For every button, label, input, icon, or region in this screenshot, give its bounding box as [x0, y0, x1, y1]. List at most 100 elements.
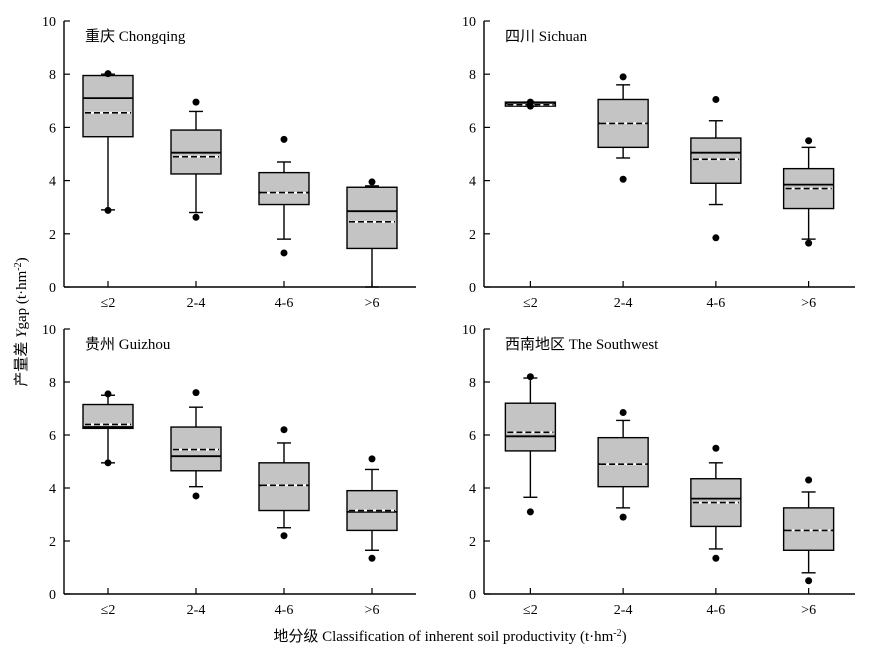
- outlier-point: [712, 554, 720, 562]
- y-tick-label: 4: [49, 175, 56, 190]
- y-axis-title-italic: Y: [14, 328, 30, 338]
- y-tick-label: 2: [469, 535, 476, 550]
- y-tick-label: 10: [42, 323, 56, 338]
- box-1: [82, 70, 134, 214]
- x-axis-title: 地分级 Classification of inherent soil prod…: [273, 628, 626, 646]
- box-2: [597, 73, 649, 183]
- y-tick-label: 8: [469, 68, 476, 83]
- panel-4: 0 2 4 6 8 10 ≤2 2-4 4-6 >6 西南地区 The Southwest: [462, 323, 855, 618]
- y-tick-label: 8: [469, 376, 476, 391]
- outlier-point: [104, 390, 112, 398]
- y-tick-label: 8: [49, 68, 56, 83]
- outlier-point: [805, 137, 813, 145]
- outlier-point: [619, 73, 627, 81]
- y-tick-label: 8: [49, 376, 56, 391]
- panel-title: 重庆 Chongqing: [85, 28, 186, 45]
- x-tick-label: ≤2: [101, 603, 116, 618]
- y-tick-label: 2: [469, 228, 476, 243]
- outlier-point: [805, 577, 813, 585]
- x-tick-label: ≤2: [101, 296, 116, 311]
- outlier-point: [805, 476, 813, 484]
- y-tick-label: 10: [462, 323, 476, 338]
- y-tick-label: 2: [49, 228, 56, 243]
- outlier-point: [192, 389, 200, 397]
- x-axis-title-main: 地分级 Classification of inherent soil prod…: [273, 628, 613, 645]
- y-tick-label: 0: [49, 588, 56, 603]
- x-tick-label: >6: [801, 296, 816, 311]
- box-4: [346, 455, 398, 562]
- outlier-point: [104, 70, 112, 78]
- outlier-point: [619, 408, 627, 416]
- outlier-point: [280, 135, 288, 143]
- x-tick-label: 4-6: [707, 296, 726, 311]
- outlier-point: [526, 373, 534, 381]
- x-tick-label: 2-4: [614, 603, 633, 618]
- x-axis-title-suffix: ): [622, 629, 627, 645]
- panels-group: 0 2 4 6 8 10 ≤2 2-4 4-6 >6 重庆 Chongqing 0 2 4 6 8 10 ≤2 2-…: [42, 15, 855, 618]
- box-body: [82, 74, 134, 138]
- outlier-point: [104, 459, 112, 467]
- box-3: [690, 95, 742, 242]
- outlier-point: [104, 206, 112, 214]
- y-tick-label: 4: [469, 482, 476, 497]
- y-tick-label: 6: [469, 429, 476, 444]
- box-4: [782, 476, 835, 585]
- y-tick-label: 0: [469, 281, 476, 296]
- box-body: [504, 402, 557, 452]
- outlier-point: [368, 455, 376, 463]
- y-axis-title: 产量差 Ygap (t·hm-2): [13, 257, 31, 386]
- box-body: [597, 436, 649, 488]
- box-body: [346, 186, 398, 250]
- box-4: [782, 137, 835, 247]
- x-tick-label: ≤2: [523, 296, 538, 311]
- outlier-point: [192, 492, 200, 500]
- panel-title: 四川 Sichuan: [505, 29, 588, 45]
- outlier-point: [280, 426, 288, 434]
- outlier-point: [712, 444, 720, 452]
- outlier-point: [619, 513, 627, 521]
- outlier-point: [712, 234, 720, 242]
- outlier-point: [805, 239, 813, 247]
- x-tick-label: 2-4: [614, 296, 633, 311]
- y-tick-label: 6: [469, 121, 476, 136]
- y-axis-title-prefix: 产量差: [13, 338, 30, 387]
- box-2: [170, 98, 222, 221]
- panel-1: 0 2 4 6 8 10 ≤2 2-4 4-6 >6 重庆 Chongqing: [42, 15, 416, 311]
- outlier-point: [280, 532, 288, 540]
- outlier-point: [192, 98, 200, 106]
- panel-3: 0 2 4 6 8 10 ≤2 2-4 4-6 >6 贵州 Guizhou: [42, 323, 416, 618]
- y-axis-title-main: gap (t·hm: [14, 270, 30, 329]
- box-3: [690, 444, 742, 562]
- outlier-point: [526, 98, 534, 106]
- y-tick-label: 6: [49, 429, 56, 444]
- outlier-point: [280, 249, 288, 257]
- x-tick-label: >6: [365, 603, 380, 618]
- y-tick-label: 0: [49, 281, 56, 296]
- box-body: [782, 507, 835, 551]
- y-tick-label: 4: [49, 482, 56, 497]
- y-tick-label: 6: [49, 121, 56, 136]
- y-axis-title-suffix: ): [14, 257, 30, 262]
- x-tick-label: 4-6: [275, 296, 294, 311]
- y-tick-label: 2: [49, 535, 56, 550]
- x-axis-title-sup: -2: [613, 628, 621, 639]
- y-tick-label: 10: [42, 15, 56, 30]
- box-2: [597, 408, 649, 521]
- box-1: [504, 98, 557, 110]
- panel-2: 0 2 4 6 8 10 ≤2 2-4 4-6 >6 四川 Sichuan: [462, 15, 855, 311]
- outlier-point: [368, 178, 376, 186]
- x-tick-label: 2-4: [187, 603, 206, 618]
- box-body: [690, 137, 742, 184]
- panel-title: 西南地区 The Southwest: [505, 336, 659, 353]
- box-body: [82, 403, 134, 430]
- y-axis-title-sup: -2: [13, 262, 24, 270]
- box-4: [346, 178, 398, 288]
- x-tick-label: 4-6: [707, 603, 726, 618]
- box-body: [258, 462, 310, 512]
- box-body: [258, 171, 310, 206]
- box-1: [504, 373, 557, 516]
- y-tick-label: 4: [469, 175, 476, 190]
- box-2: [170, 389, 222, 500]
- y-tick-label: 10: [462, 15, 476, 30]
- x-tick-label: 2-4: [187, 296, 206, 311]
